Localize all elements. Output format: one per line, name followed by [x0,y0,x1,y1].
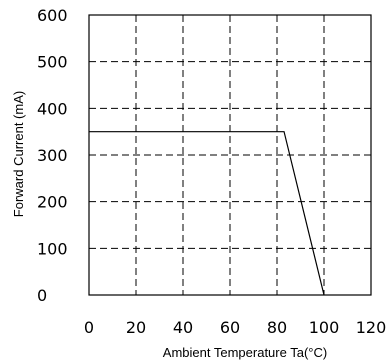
y-tick-label: 300 [37,146,68,165]
grid-lines [89,15,371,295]
x-tick-label: 60 [220,318,240,337]
plot-frame [88,14,372,296]
y-tick-label: 100 [37,239,68,258]
x-tick-label: 0 [84,318,94,337]
y-tick-label: 200 [37,193,68,212]
y-tick-label: 400 [37,99,68,118]
x-tick-label: 40 [173,318,193,337]
x-tick-label: 20 [126,318,146,337]
y-tick-label: 500 [37,53,68,72]
derating-curve [89,131,325,296]
x-axis-label: Ambient Temperature Ta(°C) [163,345,327,360]
x-tick-label: 120 [356,318,387,337]
y-tick-label: 600 [37,6,68,25]
x-tick-label: 80 [267,318,287,337]
y-axis-label: Forward Current (mA) [11,91,26,217]
x-tick-label: 100 [309,318,340,337]
y-tick-labels: 0 100 200 300 400 500 600 [37,6,68,305]
series-layer [89,131,325,296]
x-tick-labels: 0 20 40 60 80 100 120 [84,318,386,337]
y-tick-label: 0 [37,286,47,305]
